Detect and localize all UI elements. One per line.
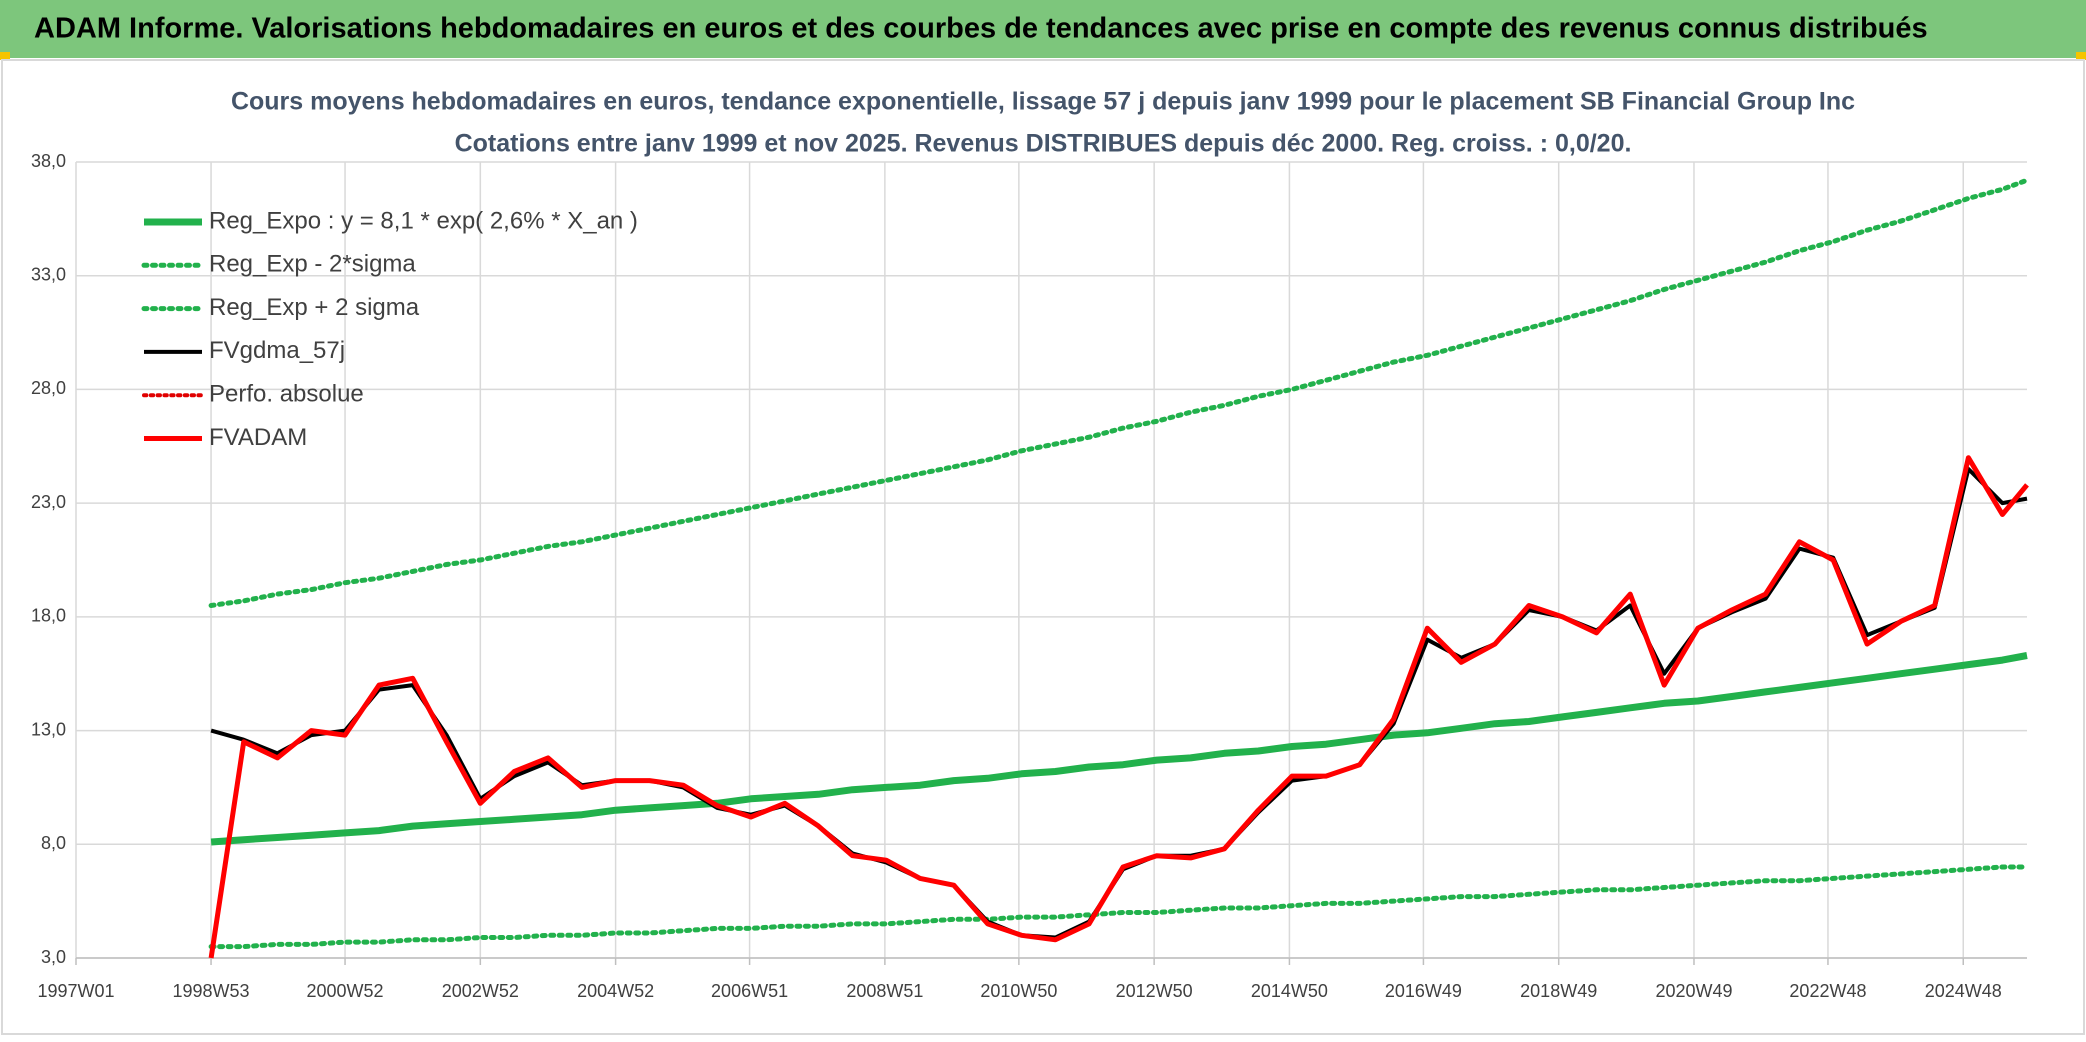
chart-frame — [1, 59, 2085, 1035]
series-line — [208, 177, 2030, 608]
y-tick-label: 13,0 — [31, 719, 66, 739]
series-line — [208, 864, 2030, 950]
series-line — [208, 455, 2029, 959]
y-tick-label: 18,0 — [31, 606, 66, 626]
x-tick-label: 2012W50 — [1116, 981, 1193, 1001]
y-tick-label: 38,0 — [31, 151, 66, 171]
y-tick-label: 23,0 — [31, 492, 66, 512]
y-tick-label: 33,0 — [31, 264, 66, 284]
header-bar — [0, 0, 2086, 58]
legend-label: Reg_Exp + 2 sigma — [209, 294, 420, 321]
x-tick-label: 2024W48 — [1925, 981, 2002, 1001]
x-tick-label: 2014W50 — [1251, 981, 1328, 1001]
x-tick-label: 2004W52 — [577, 981, 654, 1001]
x-tick-label: 2018W49 — [1520, 981, 1597, 1001]
x-tick-label: 2002W52 — [442, 981, 519, 1001]
corner-mark — [0, 52, 10, 60]
x-tick-label: 2016W49 — [1385, 981, 1462, 1001]
chart-title: Cours moyens hebdomadaires en euros, ten… — [231, 88, 1855, 116]
y-tick-label: 8,0 — [41, 833, 66, 853]
series-line — [210, 652, 2028, 846]
x-tick-label: 2000W52 — [307, 981, 384, 1001]
legend-label: Reg_Expo : y = 8,1 * exp( 2,6% * X_an ) — [209, 207, 638, 234]
corner-mark — [2076, 52, 2086, 60]
y-tick-label: 28,0 — [31, 378, 66, 398]
header-title: ADAM Informe. Valorisations hebdomadaire… — [34, 13, 1928, 45]
x-tick-label: 2008W51 — [846, 981, 923, 1001]
x-tick-label: 2022W48 — [1789, 981, 1866, 1001]
legend-label: FVADAM — [209, 424, 307, 451]
chart-subtitle: Cotations entre janv 1999 et nov 2025. R… — [455, 130, 1632, 158]
legend-label: FVgdma_57j — [209, 337, 345, 364]
x-tick-label: 1997W01 — [37, 981, 114, 1001]
y-tick-label: 3,0 — [41, 947, 66, 967]
x-tick-label: 2006W51 — [711, 981, 788, 1001]
x-tick-label: 2020W49 — [1655, 981, 1732, 1001]
legend-label: Reg_Exp - 2*sigma — [209, 251, 416, 278]
x-tick-label: 1998W53 — [173, 981, 250, 1001]
x-tick-label: 2010W50 — [980, 981, 1057, 1001]
legend-label: Perfo. absolue — [209, 381, 364, 408]
